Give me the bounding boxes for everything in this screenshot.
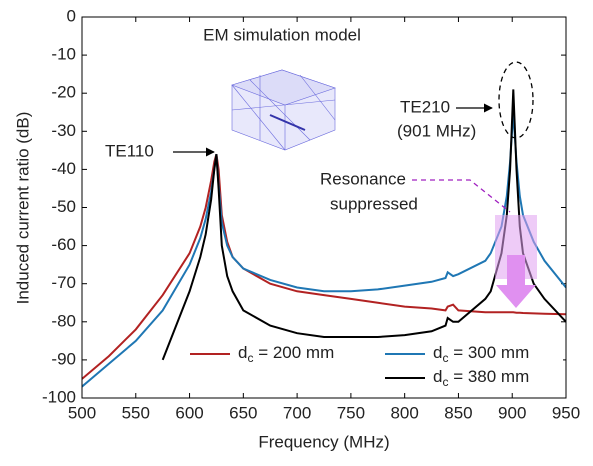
x-tick-label: 650 — [229, 403, 257, 422]
annotation: EM simulation model — [203, 25, 361, 44]
annotation: TE210 — [400, 97, 450, 116]
x-tick-label: 800 — [390, 403, 418, 422]
y-axis-label: Induced current ratio (dB) — [13, 112, 32, 305]
y-tick-label: -90 — [51, 349, 76, 368]
x-tick-label: 700 — [283, 403, 311, 422]
annotation: (901 MHz) — [397, 121, 476, 140]
chart: -100-90-80-70-60-50-40-30-20-10050055060… — [0, 0, 593, 461]
y-tick-label: -30 — [51, 121, 76, 140]
y-tick-label: -40 — [51, 159, 76, 178]
plot-area — [82, 17, 566, 398]
annotation: TE110 — [105, 141, 154, 160]
y-tick-label: 0 — [67, 6, 76, 25]
y-tick-label: -80 — [51, 311, 76, 330]
y-tick-label: -10 — [51, 45, 76, 64]
annotation: suppressed — [330, 194, 418, 213]
y-tick-label: -60 — [51, 235, 76, 254]
y-tick-label: -70 — [51, 273, 76, 292]
annotation: Resonance — [320, 169, 406, 188]
y-tick-label: -20 — [51, 83, 76, 102]
y-tick-label: -50 — [51, 197, 76, 216]
x-axis-label: Frequency (MHz) — [258, 432, 389, 451]
x-tick-label: 550 — [122, 403, 150, 422]
x-tick-label: 900 — [498, 403, 526, 422]
x-tick-label: 500 — [68, 403, 96, 422]
x-tick-label: 750 — [337, 403, 365, 422]
x-tick-label: 950 — [552, 403, 580, 422]
x-tick-label: 850 — [444, 403, 472, 422]
x-tick-label: 600 — [175, 403, 203, 422]
